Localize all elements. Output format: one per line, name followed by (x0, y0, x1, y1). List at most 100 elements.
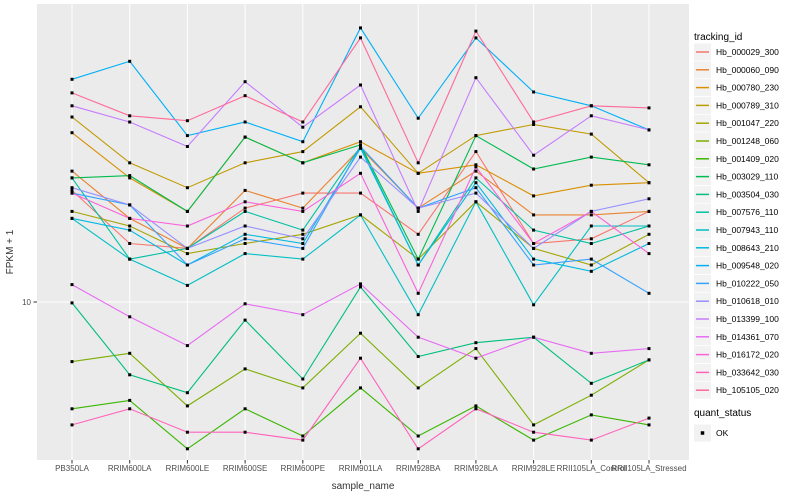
point-marker (474, 150, 478, 154)
point-marker (589, 269, 593, 273)
legend-item-Hb_000789_310: Hb_000789_310 (694, 96, 779, 114)
point-marker (416, 434, 420, 438)
legend-item-Hb_007943_110: Hb_007943_110 (694, 221, 779, 239)
point-marker (128, 242, 132, 245)
legend-square-marker (700, 431, 705, 435)
point-marker (589, 114, 593, 118)
point-marker (474, 134, 478, 138)
point-marker (243, 407, 247, 411)
legend-label: Hb_007943_110 (716, 225, 779, 235)
point-marker (243, 135, 247, 139)
point-marker (243, 200, 247, 204)
legend-label: Hb_001409_020 (716, 154, 779, 164)
point-marker (70, 176, 74, 180)
point-marker (243, 161, 247, 165)
point-marker (416, 206, 420, 210)
point-marker (416, 313, 420, 317)
legend-item-Hb_007576_110: Hb_007576_110 (694, 203, 779, 221)
point-marker (647, 347, 651, 351)
legend-label: OK (716, 428, 729, 438)
point-marker (70, 301, 74, 305)
legend-item-Hb_105105_020: Hb_105105_020 (694, 381, 779, 399)
point-marker (416, 386, 420, 390)
point-marker (359, 143, 362, 147)
point-marker (128, 174, 132, 178)
point-marker (416, 161, 420, 165)
point-marker (185, 134, 189, 138)
point-marker (301, 246, 305, 250)
x-tick-label-0: PB350LA (55, 464, 89, 473)
point-marker (647, 423, 651, 427)
point-marker (185, 430, 189, 434)
point-marker (647, 163, 651, 167)
point-marker (474, 169, 478, 173)
point-marker (474, 200, 478, 204)
point-marker (532, 167, 536, 171)
point-marker (128, 228, 132, 232)
point-marker (474, 341, 478, 345)
legend-item-Hb_014361_070: Hb_014361_070 (694, 328, 779, 346)
x-tick-label-5: RRIM901LA (339, 464, 383, 473)
point-marker (301, 150, 305, 154)
point-marker (70, 423, 74, 427)
point-marker (243, 206, 247, 210)
point-marker (647, 106, 651, 110)
point-marker (128, 373, 132, 377)
legend-label: Hb_000060_090 (716, 65, 779, 75)
point-marker (185, 145, 189, 148)
plot-panel (37, 4, 689, 460)
point-marker (243, 209, 247, 213)
point-marker (359, 26, 362, 30)
point-marker (416, 232, 420, 236)
point-marker (474, 404, 478, 408)
point-marker (647, 291, 651, 295)
point-marker (416, 171, 420, 175)
point-marker (301, 386, 305, 390)
point-marker (359, 145, 362, 148)
legend-item-Hb_000060_090: Hb_000060_090 (694, 61, 779, 79)
point-marker (474, 163, 478, 167)
legend-label: Hb_000780_230 (716, 83, 779, 93)
point-marker (647, 252, 651, 256)
point-marker (474, 191, 478, 195)
point-marker (647, 197, 651, 201)
point-marker (416, 447, 420, 451)
point-marker (359, 282, 362, 286)
point-marker (532, 335, 536, 339)
point-marker (589, 224, 593, 228)
point-marker (301, 377, 305, 381)
point-marker (532, 263, 536, 267)
point-marker (359, 83, 362, 87)
point-marker (70, 91, 74, 95)
point-marker (70, 104, 74, 108)
legend-item-Hb_001047_220: Hb_001047_220 (694, 114, 779, 132)
point-marker (301, 232, 305, 236)
point-marker (128, 216, 132, 220)
point-marker (359, 285, 362, 289)
point-marker (474, 356, 478, 360)
point-marker (589, 213, 593, 217)
legend-item-Hb_000780_230: Hb_000780_230 (694, 79, 779, 97)
x-tick-label-1: RRIM600LA (108, 464, 152, 473)
x-tick-label-2: RRIM600LE (166, 464, 210, 473)
point-marker (185, 263, 189, 267)
point-marker (70, 77, 74, 81)
point-marker (301, 313, 305, 317)
point-marker (474, 165, 478, 169)
point-marker (589, 104, 593, 108)
point-marker (532, 213, 536, 217)
point-marker (243, 237, 247, 241)
legend-title-quant-status: quant_status (694, 408, 751, 419)
point-marker (416, 257, 420, 261)
point-marker (301, 209, 305, 213)
x-tick-label-10: RRII105LA_Stressed (611, 464, 686, 473)
point-marker (589, 183, 593, 187)
point-marker (301, 140, 305, 144)
point-marker (589, 381, 593, 385)
point-marker (474, 36, 478, 40)
point-marker (647, 181, 651, 185)
point-marker (532, 194, 536, 198)
point-marker (185, 344, 189, 348)
